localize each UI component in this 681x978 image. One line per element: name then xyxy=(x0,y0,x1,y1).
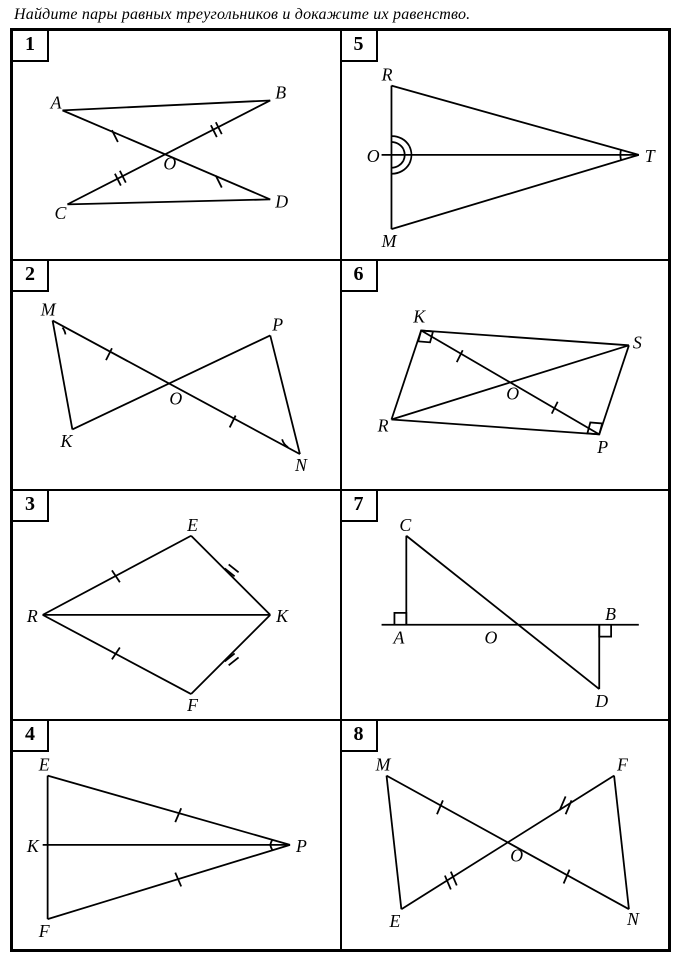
label-O6: O xyxy=(506,384,519,404)
label-K6: K xyxy=(412,307,426,327)
label-K4: K xyxy=(26,836,40,856)
label-N2: N xyxy=(294,455,308,475)
cell-2: 2 M P K N O xyxy=(12,260,341,490)
figure-5: R M O T xyxy=(342,31,669,259)
label-O7: O xyxy=(484,628,497,648)
badge-7: 7 xyxy=(342,491,378,522)
label-R6: R xyxy=(376,415,388,435)
label-T: T xyxy=(644,146,655,166)
label-M2: M xyxy=(40,300,57,320)
figure-1: A B C D O xyxy=(13,31,340,259)
label-A7: A xyxy=(392,628,404,648)
badge-2: 2 xyxy=(13,261,49,292)
badge-1: 1 xyxy=(13,31,49,62)
label-B: B xyxy=(275,82,286,102)
figure-3: E F R K xyxy=(13,491,340,719)
label-K3: K xyxy=(275,606,289,626)
label-K2: K xyxy=(59,431,73,451)
label-E8: E xyxy=(388,911,400,931)
label-O5: O xyxy=(366,146,379,166)
figure-4: E F K P xyxy=(13,721,340,949)
cell-3: 3 E F R K xyxy=(12,490,341,720)
label-P6: P xyxy=(596,437,608,457)
label-P4: P xyxy=(295,836,307,856)
label-O2: O xyxy=(169,389,182,409)
label-C7: C xyxy=(399,515,412,535)
label-P2: P xyxy=(271,314,283,334)
label-R: R xyxy=(380,65,392,85)
label-R3: R xyxy=(26,606,38,626)
figure-2: M P K N O xyxy=(13,261,340,489)
badge-5: 5 xyxy=(342,31,378,62)
figure-6: K S R P O xyxy=(342,261,669,489)
cell-5: 5 R M O xyxy=(341,30,670,260)
badge-4: 4 xyxy=(13,721,49,752)
label-E4: E xyxy=(38,755,50,775)
label-F8: F xyxy=(616,755,629,775)
label-M8: M xyxy=(374,755,391,775)
problems-grid: 1 A B C D O xyxy=(10,28,671,952)
label-A: A xyxy=(50,92,62,112)
label-C: C xyxy=(55,203,68,223)
cell-6: 6 K S R P xyxy=(341,260,670,490)
label-E3: E xyxy=(186,515,198,535)
label-B7: B xyxy=(605,604,616,624)
label-O8: O xyxy=(510,846,523,866)
figure-7: C A O B D xyxy=(342,491,669,719)
cell-7: 7 C A O B D xyxy=(341,490,670,720)
page-title: Найдите пары равных треугольников и дока… xyxy=(14,6,671,24)
badge-8: 8 xyxy=(342,721,378,752)
label-N8: N xyxy=(625,909,639,929)
badge-6: 6 xyxy=(342,261,378,292)
cell-4: 4 E F K P xyxy=(12,720,341,950)
label-F3: F xyxy=(186,695,199,715)
label-M: M xyxy=(380,231,397,251)
label-D7: D xyxy=(594,691,608,711)
figure-8: M F E N O xyxy=(342,721,669,949)
cell-1: 1 A B C D O xyxy=(12,30,341,260)
label-S6: S xyxy=(632,332,641,352)
badge-3: 3 xyxy=(13,491,49,522)
label-O: O xyxy=(163,154,176,174)
label-F4: F xyxy=(38,921,51,941)
label-D: D xyxy=(274,191,288,211)
cell-8: 8 M F E N O xyxy=(341,720,670,950)
